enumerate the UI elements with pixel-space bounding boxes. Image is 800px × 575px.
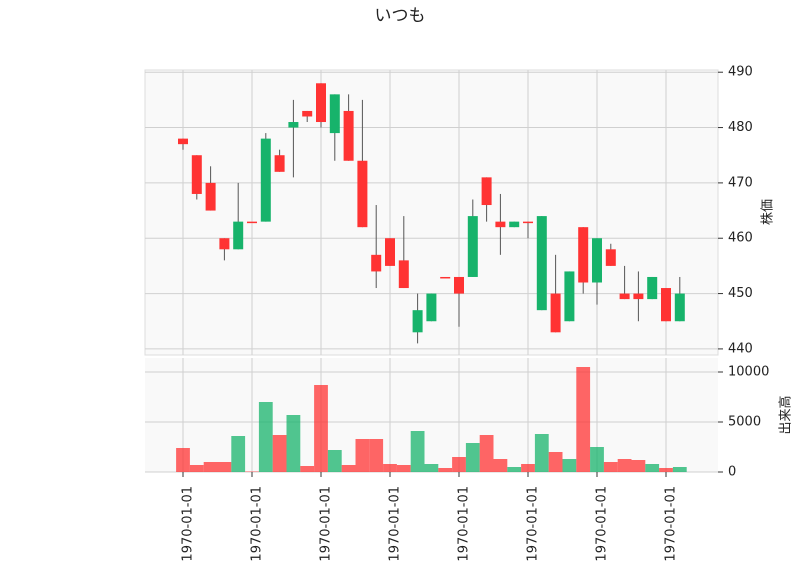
y-tick-label: 460	[728, 231, 753, 246]
candle-body	[440, 276, 451, 279]
chart-title: いつも	[375, 6, 426, 26]
volume-bar	[176, 448, 190, 472]
candle-body	[426, 293, 437, 322]
volume-bar	[231, 436, 246, 472]
volume-bar	[189, 465, 204, 472]
y-tick-label: 480	[728, 120, 753, 135]
volume-bar	[410, 431, 425, 472]
x-tick-label: 1970-01-01	[664, 486, 679, 562]
candle-body	[495, 221, 506, 228]
volume-bar	[341, 465, 356, 472]
volume-bar	[548, 452, 563, 472]
candle-body	[454, 276, 464, 294]
candle-body	[302, 110, 313, 117]
x-tick-label: 1970-01-01	[181, 486, 196, 562]
candle-body	[647, 276, 658, 300]
volume-bar	[314, 385, 328, 472]
candle-body	[550, 293, 561, 333]
candle-body	[219, 238, 230, 250]
candle-body	[661, 288, 671, 322]
x-tick-label: 1970-01-01	[250, 486, 265, 562]
y-tick-label: 490	[728, 65, 753, 80]
volume-bar	[396, 465, 411, 472]
volume-bar	[631, 460, 646, 472]
x-tick-label: 1970-01-01	[457, 486, 472, 562]
y-tick-label: 10000	[728, 365, 769, 380]
y-axis-label: 株価	[761, 199, 776, 225]
volume-bar	[465, 443, 480, 472]
volume-bar	[659, 468, 673, 472]
volume-bar	[327, 450, 342, 472]
volume-bar	[438, 468, 453, 472]
candle-body	[509, 221, 520, 228]
volume-bar	[493, 459, 508, 472]
candle-body	[674, 293, 685, 322]
candle-body	[592, 238, 602, 283]
x-tick-label: 1970-01-01	[319, 486, 334, 562]
candle-body	[357, 160, 368, 228]
volume-bar	[258, 402, 273, 472]
candle-body	[343, 110, 354, 161]
candle-body	[247, 221, 257, 224]
volume-bar	[507, 467, 522, 472]
volume-bar	[369, 439, 384, 472]
x-tick-label: 1970-01-01	[526, 486, 541, 562]
candle-body	[523, 221, 533, 224]
volume-bar	[521, 464, 535, 472]
y-tick-label: 0	[728, 465, 736, 480]
volume-bar	[203, 462, 218, 472]
candle-body	[233, 221, 244, 250]
volume-bar	[272, 435, 287, 472]
candle-body	[205, 182, 216, 211]
volume-bar	[300, 466, 315, 472]
candle-body	[371, 254, 382, 272]
volume-bar	[452, 457, 466, 472]
volume-panel	[145, 358, 718, 472]
volume-bar	[645, 464, 660, 472]
y-tick-label: 470	[728, 175, 753, 190]
x-tick-label: 1970-01-01	[595, 486, 610, 562]
volume-bar	[617, 459, 632, 472]
volume-bar	[479, 435, 494, 472]
candle-body	[274, 155, 285, 172]
volume-bar	[355, 439, 370, 472]
candle-body	[619, 293, 630, 300]
candle-body	[178, 138, 188, 145]
candle-body	[191, 155, 202, 194]
volume-axis-label: 出来高	[778, 395, 794, 434]
volume-bar	[245, 471, 259, 472]
volume-bar	[383, 464, 397, 472]
y-tick-label: 5000	[728, 415, 761, 430]
volume-bar	[603, 462, 618, 472]
volume-bar	[562, 459, 577, 472]
candle-body	[385, 238, 395, 266]
candle-body	[481, 177, 492, 206]
volume-bar	[576, 367, 591, 472]
candle-body	[412, 310, 423, 333]
candle-body	[536, 216, 547, 311]
volume-bar	[590, 447, 604, 472]
candle-body	[398, 260, 409, 289]
x-tick-label: 1970-01-01	[388, 486, 403, 562]
candle-body	[288, 122, 299, 128]
volume-bar	[534, 434, 549, 472]
y-tick-label: 440	[728, 341, 753, 356]
volume-bar	[672, 467, 687, 472]
candle-body	[564, 271, 575, 322]
candle-body	[316, 83, 326, 123]
volume-bar	[217, 462, 232, 472]
candle-body	[467, 216, 478, 277]
volume-bar	[424, 464, 439, 472]
candle-body	[260, 138, 271, 222]
volume-bar	[286, 415, 301, 472]
y-tick-label: 450	[728, 286, 753, 301]
candle-body	[329, 94, 340, 134]
candle-body	[578, 227, 589, 283]
candle-body	[605, 249, 616, 266]
candle-body	[633, 293, 644, 300]
